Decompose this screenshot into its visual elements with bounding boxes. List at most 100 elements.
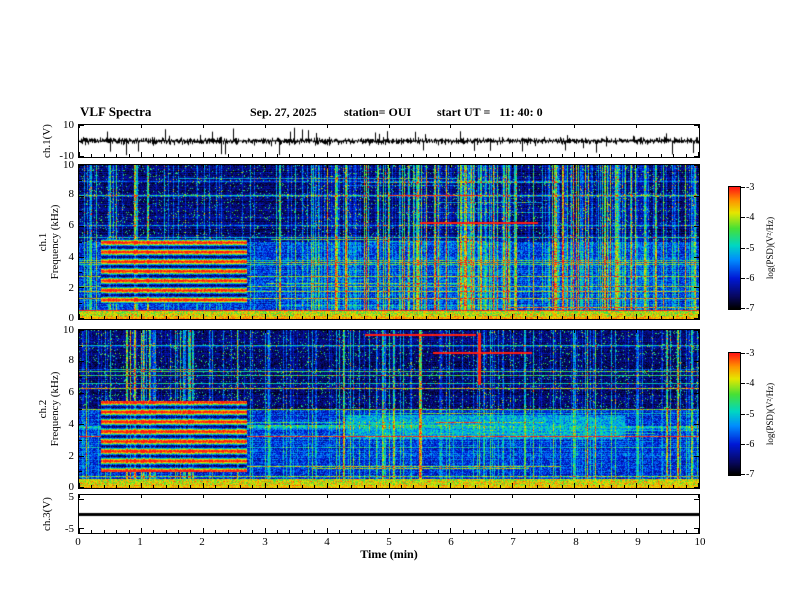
tick-mark	[537, 485, 538, 488]
tick-mark	[79, 456, 84, 457]
tick-mark	[314, 154, 315, 157]
tick-mark	[741, 308, 745, 309]
ch1-colorbar	[728, 186, 741, 310]
tick-mark	[426, 530, 427, 533]
tick-mark	[698, 152, 699, 157]
tick-mark	[741, 217, 745, 218]
tick-mark	[277, 530, 278, 533]
tick-mark	[203, 330, 204, 333]
ch2-colorbar-canvas	[729, 353, 740, 475]
tick-mark	[203, 483, 204, 488]
tick-mark	[190, 154, 191, 157]
tick-mark	[91, 154, 92, 157]
tick-mark	[438, 316, 439, 319]
tick-mark	[265, 314, 266, 319]
tick-label: 5	[68, 491, 75, 503]
tick-mark	[79, 165, 84, 166]
tick-mark	[178, 485, 179, 488]
tick-mark	[339, 485, 340, 488]
tick-mark	[636, 165, 637, 168]
ch1-waveform-canvas	[79, 125, 699, 157]
tick-label: -5	[746, 243, 755, 254]
tick-mark	[636, 125, 637, 128]
tick-mark	[104, 316, 105, 319]
tick-mark	[376, 530, 377, 533]
tick-mark	[694, 330, 699, 331]
tick-mark	[153, 485, 154, 488]
tick-mark	[698, 314, 699, 319]
tick-mark	[339, 530, 340, 533]
tick-mark	[694, 487, 699, 488]
tick-mark	[741, 414, 745, 415]
tick-mark	[463, 530, 464, 533]
tick-label: -7	[746, 469, 755, 480]
ch1-spec-y-axis-label: ch.1 Frequency (kHz)	[37, 205, 61, 280]
tick-mark	[698, 330, 699, 333]
tick-mark	[116, 530, 117, 533]
tick-mark	[698, 125, 699, 128]
tick-mark	[549, 154, 550, 157]
tick-mark	[79, 242, 82, 243]
tick-mark	[389, 152, 390, 157]
tick-mark	[686, 316, 687, 319]
tick-mark	[525, 530, 526, 533]
tick-mark	[79, 409, 82, 410]
tick-mark	[648, 154, 649, 157]
tick-mark	[302, 316, 303, 319]
tick-mark	[599, 316, 600, 319]
ch2-spec-y-axis-label: ch.2 Frequency (kHz)	[37, 372, 61, 447]
tick-mark	[500, 485, 501, 488]
tick-mark	[104, 530, 105, 533]
tick-mark	[166, 485, 167, 488]
tick-mark	[364, 530, 365, 533]
tick-mark	[79, 495, 80, 498]
tick-mark	[79, 330, 84, 331]
tick-mark	[599, 154, 600, 157]
tick-mark	[525, 485, 526, 488]
tick-mark	[426, 485, 427, 488]
tick-mark	[252, 154, 253, 157]
tick-mark	[694, 287, 699, 288]
tick-mark	[636, 152, 637, 157]
tick-mark	[277, 316, 278, 319]
tick-mark	[79, 226, 84, 227]
tick-mark	[673, 316, 674, 319]
x-axis-title: Time (min)	[360, 547, 418, 561]
tick-mark	[289, 485, 290, 488]
tick-mark	[549, 530, 550, 533]
tick-label: 10	[63, 119, 74, 131]
tick-mark	[389, 165, 390, 168]
tick-mark	[389, 330, 390, 333]
tick-mark	[450, 152, 451, 157]
tick-mark	[694, 196, 699, 197]
tick-mark	[79, 393, 84, 394]
tick-mark	[178, 316, 179, 319]
tick-mark	[475, 485, 476, 488]
tick-mark	[401, 530, 402, 533]
tick-mark	[389, 125, 390, 128]
tick-mark	[79, 528, 80, 533]
tick-mark	[190, 530, 191, 533]
tick-mark	[574, 495, 575, 498]
ch3-waveform-panel	[78, 494, 700, 534]
tick-mark	[574, 165, 575, 168]
tick-mark	[302, 485, 303, 488]
tick-mark	[512, 330, 513, 333]
tick-mark	[599, 530, 600, 533]
tick-mark	[475, 530, 476, 533]
tick-mark	[351, 154, 352, 157]
tick-mark	[624, 154, 625, 157]
tick-mark	[153, 316, 154, 319]
tick-mark	[141, 495, 142, 498]
tick-mark	[327, 483, 328, 488]
ch2-spectrogram-panel	[78, 329, 700, 489]
tick-mark	[636, 528, 637, 533]
tick-mark	[79, 196, 84, 197]
tick-mark	[79, 257, 84, 258]
tick-mark	[376, 316, 377, 319]
tick-label: 0	[75, 536, 81, 548]
tick-mark	[265, 165, 266, 168]
tick-mark	[694, 456, 699, 457]
tick-mark	[562, 154, 563, 157]
tick-mark	[698, 495, 699, 498]
